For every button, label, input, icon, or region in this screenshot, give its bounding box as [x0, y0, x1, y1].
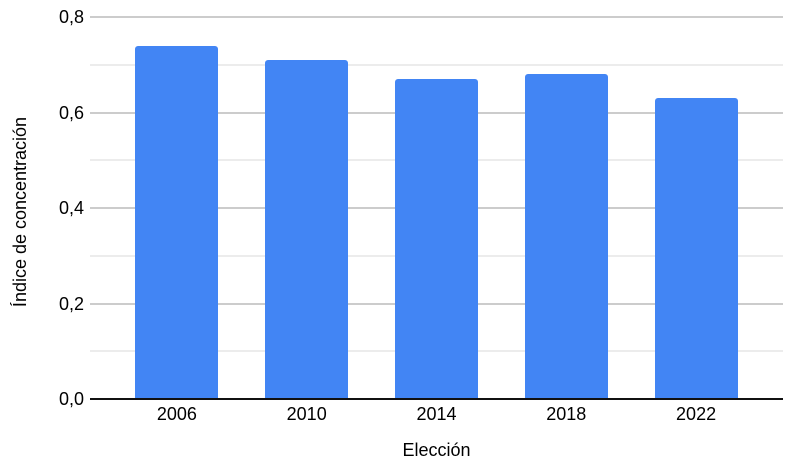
y-tick-label-0,8: 0,8: [58, 7, 84, 27]
major-gridline-0.8: [90, 16, 783, 18]
y-tick-label-0,6: 0,6: [58, 102, 84, 123]
x-tick-label-2014: 2014: [416, 404, 457, 424]
x-tick-label-2022: 2022: [676, 404, 717, 424]
bar-2010: [265, 59, 349, 399]
bar-2014: [394, 79, 478, 399]
bars-group: [90, 17, 783, 399]
x-axis-baseline: [90, 398, 783, 400]
y-tick-label-0,2: 0,2: [58, 293, 84, 314]
x-axis-title: Elección: [402, 440, 471, 460]
x-tick-label-2006: 2006: [156, 404, 197, 424]
x-tick-label-2018: 2018: [546, 404, 587, 424]
bar-2018: [524, 74, 608, 399]
bar-2006: [135, 45, 219, 399]
plot-area: [90, 16, 783, 400]
minor-gridline-0.7: [90, 63, 783, 66]
x-tick-label-2010: 2010: [286, 404, 327, 424]
bar-2022: [654, 98, 738, 399]
x-axis-tick-labels: 2006 2010 2014 2018 2022: [90, 404, 783, 424]
y-tick-label-0,4: 0,4: [58, 198, 84, 218]
y-tick-label-0,0: 0,0: [58, 389, 84, 409]
